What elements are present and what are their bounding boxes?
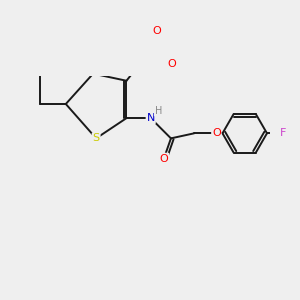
Text: F: F	[280, 128, 286, 138]
Text: S: S	[93, 134, 100, 143]
Text: O: O	[160, 154, 168, 164]
Text: O: O	[168, 58, 176, 69]
Text: N: N	[146, 113, 155, 123]
Text: H: H	[154, 106, 162, 116]
Text: O: O	[212, 128, 221, 138]
Text: O: O	[152, 26, 161, 36]
